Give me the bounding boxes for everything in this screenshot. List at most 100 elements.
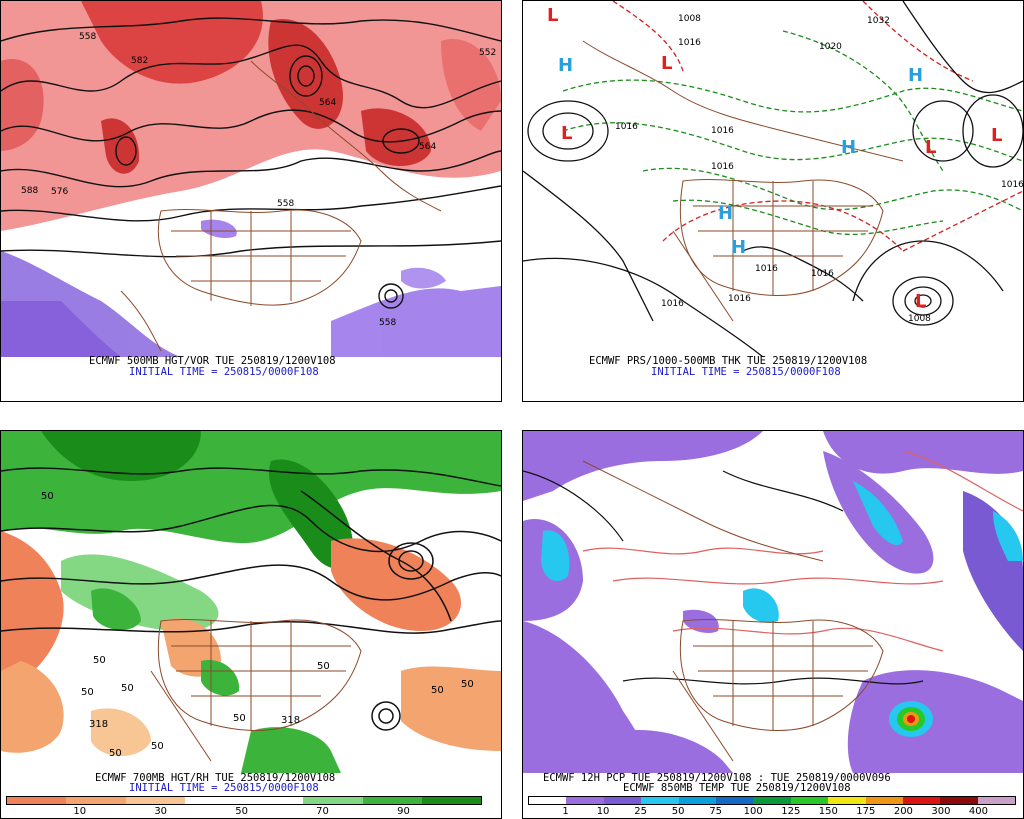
caption-line1: ECMWF 700MB HGT/RH TUE 250819/1200V108 <box>95 772 336 784</box>
colorbar-swatch <box>566 797 604 804</box>
rh-colorbar <box>6 796 482 805</box>
colorbar-swatch <box>603 797 642 804</box>
colorbar-tick: 25 <box>634 806 647 817</box>
colorbar-swatch <box>902 797 941 804</box>
rh-label: 50 <box>109 748 122 759</box>
rh-label: 50 <box>461 679 474 690</box>
precip-colorbar <box>528 796 1016 805</box>
caption-line1: ECMWF 12H PCP TUE 250819/1200V108 : TUE … <box>543 772 891 784</box>
low-center: L <box>991 125 1002 146</box>
isobars <box>523 1 1023 357</box>
colorbar-swatch <box>865 797 903 804</box>
colorbar-swatch <box>678 797 716 804</box>
contour-label: 552 <box>479 48 496 58</box>
panel-precip-850-temp[interactable]: ECMWF 12H PCP TUE 250819/1200V108 : TUE … <box>522 430 1024 819</box>
panel-pressure-thickness[interactable]: H H H H H L L L L L L 1008 1016 1016 101… <box>522 0 1024 402</box>
contour-label: 558 <box>379 318 396 328</box>
isobar-label: 1008 <box>908 314 931 324</box>
colorbar-tick: 150 <box>818 806 838 817</box>
contour-label: 558 <box>79 32 96 42</box>
map-geography <box>582 40 904 322</box>
caption-line1: ECMWF PRS/1000-500MB THK TUE 250819/1200… <box>589 355 868 367</box>
isobar-label: 1016 <box>1001 180 1023 190</box>
high-center: H <box>718 203 733 224</box>
pressure-centers: H H H H H L L L L L L <box>547 5 1002 312</box>
isobar-label: 1016 <box>678 38 701 48</box>
map-pressure: H H H H H L L L L L L 1008 1016 1016 101… <box>523 1 1023 357</box>
isobar-label: 1016 <box>728 294 751 304</box>
low-center: L <box>915 291 926 312</box>
rh-label: 50 <box>233 713 246 724</box>
contour-label: 588 <box>21 186 38 196</box>
precip-shading <box>523 431 1023 773</box>
colorbar-swatch <box>828 797 866 804</box>
colorbar-swatch <box>529 797 567 804</box>
colorbar-swatch <box>753 797 791 804</box>
low-center: L <box>561 123 572 144</box>
temp-850-contours <box>523 450 1023 685</box>
colorbar-swatch <box>790 797 829 804</box>
rh-label: 50 <box>41 491 54 502</box>
colorbar-swatch <box>715 797 754 804</box>
colorbar-tick: 400 <box>968 806 988 817</box>
rh-label: 50 <box>81 687 94 698</box>
map-geography <box>120 60 442 352</box>
high-center: H <box>841 137 856 158</box>
rh-label: 318 <box>281 715 300 726</box>
contour-label-group: 558 582 588 552 576 564 558 564 558 <box>21 32 496 328</box>
height-contours <box>1 467 501 731</box>
colorbar-swatch <box>303 797 363 804</box>
isobar-label: 1016 <box>711 162 734 172</box>
colorbar-swatch <box>977 797 1016 804</box>
isobar-label: 1032 <box>867 16 890 26</box>
caption-line2: ECMWF 850MB TEMP TUE 250819/1200V108 <box>623 782 851 794</box>
isobar-label: 1016 <box>615 122 638 132</box>
contour-label: 564 <box>319 98 336 108</box>
caption-line1: ECMWF 500MB HGT/VOR TUE 250819/1200V108 <box>89 355 336 367</box>
contour-label: 576 <box>51 187 68 197</box>
colorbar-tick: 50 <box>671 806 685 817</box>
map-500mb: 558 582 588 552 576 564 558 564 558 <box>1 1 501 357</box>
rh-label: 50 <box>121 683 134 694</box>
colorbar-swatch <box>66 797 126 804</box>
colorbar-tick: 200 <box>893 806 913 817</box>
rh-shading <box>1 431 501 773</box>
caption-line2: INITIAL TIME = 250815/0000F108 <box>651 366 841 378</box>
map-precip <box>523 431 1023 773</box>
colorbar-tick: 90 <box>397 806 410 817</box>
colorbar-swatch <box>641 797 679 804</box>
panel-700mb-hgt-rh[interactable]: 50 50 50 50 50 50 50 50 50 50 318 318 EC… <box>0 430 502 819</box>
rh-label: 50 <box>317 661 330 672</box>
colorbar-tick: 1 <box>562 806 569 817</box>
colorbar-tick: 10 <box>596 806 610 817</box>
isobar-label: 1016 <box>811 269 834 279</box>
colorbar-swatch <box>362 797 422 804</box>
isobar-label: 1016 <box>755 264 778 274</box>
contour-label: 564 <box>419 142 436 152</box>
colorbar-swatch <box>940 797 978 804</box>
contour-label: 582 <box>131 56 148 66</box>
high-center: H <box>558 55 573 76</box>
rh-label-group: 50 50 50 50 50 50 50 50 50 50 318 318 <box>41 491 474 759</box>
colorbar-tick: 50 <box>235 806 248 817</box>
thickness-contours <box>562 1 1023 252</box>
colorbar-swatch <box>244 797 304 804</box>
panel-500mb-hgt-vor[interactable]: 558 582 588 552 576 564 558 564 558 ECMW… <box>0 0 502 402</box>
colorbar-tick: 100 <box>743 806 763 817</box>
high-center: H <box>731 237 746 258</box>
contour-label: 558 <box>277 199 294 209</box>
rh-label: 50 <box>93 655 106 666</box>
caption-line2: INITIAL TIME = 250815/0000F108 <box>129 366 319 378</box>
colorbar-tick: 70 <box>316 806 329 817</box>
colorbar-tick: 300 <box>931 806 951 817</box>
colorbar-tick: 175 <box>856 806 876 817</box>
colorbar-swatch <box>125 797 185 804</box>
rh-colorbar-ticks: 10 30 50 70 90 <box>6 806 482 818</box>
isobar-label: 1008 <box>678 14 701 24</box>
colorbar-tick: 30 <box>154 806 168 817</box>
isobar-label: 1020 <box>819 42 842 52</box>
map-geography <box>582 460 884 762</box>
height-contours <box>1 17 501 309</box>
colorbar-tick: 125 <box>781 806 801 817</box>
low-center: L <box>925 137 936 158</box>
